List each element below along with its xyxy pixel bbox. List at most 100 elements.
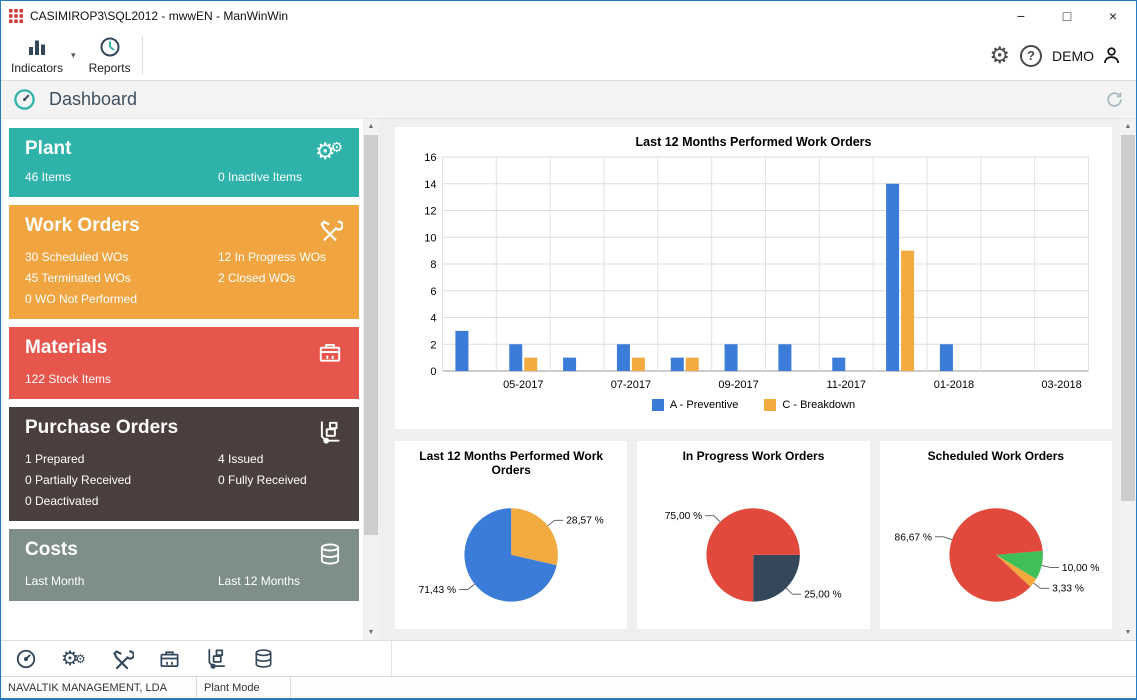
stat-value: 0 WO Not Performed [25,292,138,306]
svg-text:25,00 %: 25,00 % [804,590,842,601]
svg-text:01-2018: 01-2018 [934,379,974,391]
stat-value [218,494,343,508]
card-work-orders[interactable]: Work Orders 30 Scheduled WOs 12 In Progr… [9,205,359,319]
titlebar: CASIMIROP3\SQL2012 - mwwEN - ManWinWin −… [1,1,1136,31]
pie-chart-in-progress: 25,00 % 75,00 % [665,508,842,602]
main-scrollbar[interactable]: ▲ ▼ [1120,119,1136,640]
card-purchase-orders[interactable]: Purchase Orders 1 Prepared 4 Issued [9,407,359,521]
card-costs[interactable]: Costs Last Month Last 12 Months [9,529,359,601]
bottom-tab-strip: ⚙ ⚙ [1,640,1136,676]
stat-value: 45 Terminated WOs [25,271,131,285]
strip-divider [391,641,392,676]
work-orders-tab-tools-icon[interactable] [110,647,134,671]
indicators-button[interactable]: Indicators [3,31,71,80]
stat-value: Last Month [25,574,85,588]
svg-text:07-2017: 07-2017 [611,379,651,391]
scroll-up-icon[interactable]: ▲ [367,123,375,130]
stat-value: 30 Scheduled WOs [25,250,129,264]
bar-chart-icon [25,35,49,59]
pie-title: Last 12 Months Performed Work Orders [419,449,604,478]
stat-value: 1 Prepared [25,452,85,466]
legend-swatch [764,399,777,411]
reports-button[interactable]: Reports [81,31,139,80]
indicators-label: Indicators [11,61,64,75]
reports-label: Reports [88,61,131,75]
stat-value: 0 Deactivated [25,494,99,508]
sidebar-scrollbar[interactable]: ▲ ▼ [363,119,379,640]
bar-chart: 0 2 4 6 8 10 12 14 16 05-2017 07-2017 09-2017 11-201… [424,152,1089,391]
toolbar-right: ⚙ ? DEMO [989,31,1134,80]
sidebar-scrollbar-thumb[interactable] [364,135,378,535]
page-title: Dashboard [49,89,138,109]
statusbar: NAVALTIK MANAGEMENT, LDA Plant Mode [1,676,1136,698]
card-work-orders-title: Work Orders [25,215,140,236]
refresh-icon[interactable] [1105,90,1124,109]
legend-item: A - Preventive [651,399,739,411]
svg-text:09-2017: 09-2017 [718,379,758,391]
card-materials[interactable]: Materials 122 Stock Items [9,327,359,399]
stat-value [218,292,343,306]
bar-chart-title: Last 12 Months Performed Work Orders [635,135,872,149]
plant-tab-cogs-icon[interactable]: ⚙ ⚙ [61,647,86,670]
card-materials-title: Materials [25,337,108,358]
bar-chart-legend: A - Preventive C - Breakdown [401,393,1106,417]
svg-text:05-2017: 05-2017 [503,379,543,391]
scroll-up-icon[interactable]: ▲ [1124,123,1132,130]
sidebar: Plant ⚙⚙ 46 Items 0 Inactive Items Work … [1,119,363,640]
svg-text:14: 14 [424,179,436,191]
dashboard-tab-gauge-icon[interactable] [15,648,37,670]
stat-value: 2 Closed WOs [218,271,296,285]
svg-text:3,33 %: 3,33 % [1052,584,1084,595]
card-plant[interactable]: Plant ⚙⚙ 46 Items 0 Inactive Items [9,128,359,197]
svg-text:75,00 %: 75,00 % [665,511,703,522]
stat-value: 0 Inactive Items [218,170,303,184]
tools-icon [317,217,343,243]
legend-item: C - Breakdown [764,399,855,411]
svg-text:86,67 %: 86,67 % [894,532,932,543]
pie-title: Scheduled Work Orders [927,449,1065,463]
materials-tab-crate-icon[interactable] [158,647,181,670]
user-label: DEMO [1052,47,1094,64]
close-button[interactable]: × [1108,8,1118,24]
stat-value: 0 Fully Received [218,473,307,487]
svg-text:10,00 %: 10,00 % [1062,563,1100,574]
legend-label: C - Breakdown [782,399,856,411]
scroll-down-icon[interactable]: ▼ [367,629,375,636]
pie-chart-performed: 28,57 % 71,43 % [419,508,604,602]
pie-charts-row: Last 12 Months Performed Work Orders 28,… [395,441,1112,629]
coins-icon [317,541,343,567]
minimize-button[interactable]: − [1016,8,1026,24]
help-icon[interactable]: ? [1020,44,1042,67]
charts-area: Last 12 Months Performed Work Orders 0 2 4… [379,119,1120,640]
stat-value [218,372,343,386]
maximize-button[interactable]: □ [1062,8,1072,24]
card-purchase-orders-title: Purchase Orders [25,417,179,438]
stat-value: 46 Items [25,170,72,184]
svg-text:12: 12 [424,206,436,218]
costs-tab-coins-icon[interactable] [252,647,275,670]
pie-title: In Progress Work Orders [682,449,825,463]
svg-text:2: 2 [430,339,436,351]
svg-text:71,43 %: 71,43 % [419,585,457,596]
indicators-dropdown-caret[interactable]: ▾ [71,50,76,60]
crate-icon [317,339,343,365]
content-area: Plant ⚙⚙ 46 Items 0 Inactive Items Work … [1,119,1136,640]
main-scrollbar-thumb[interactable] [1121,135,1135,501]
stat-value: 12 In Progress WOs [218,250,327,264]
status-mode: Plant Mode [197,677,291,698]
legend-label: A - Preventive [669,399,739,411]
user-button[interactable]: DEMO [1052,45,1122,66]
status-company: NAVALTIK MANAGEMENT, LDA [1,677,197,698]
svg-text:4: 4 [430,313,436,325]
svg-text:11-2017: 11-2017 [826,379,866,391]
scroll-down-icon[interactable]: ▼ [1124,629,1132,636]
settings-gear-icon[interactable]: ⚙ [989,42,1010,68]
pie-panel-performed: Last 12 Months Performed Work Orders 28,… [395,441,628,629]
svg-text:6: 6 [430,286,436,298]
stat-value: 0 Partially Received [25,473,132,487]
purchase-orders-tab-handtruck-icon[interactable] [205,647,228,670]
window-title: CASIMIROP3\SQL2012 - mwwEN - ManWinWin [30,9,289,23]
report-clock-icon [98,35,122,59]
window-controls: − □ × [998,1,1136,31]
bar-chart-panel: Last 12 Months Performed Work Orders 0 2 4… [395,127,1112,429]
